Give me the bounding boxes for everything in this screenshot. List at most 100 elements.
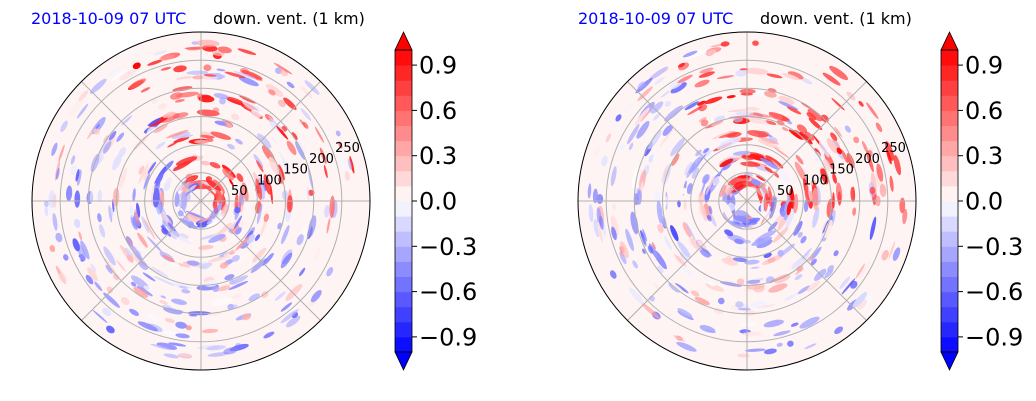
field-streak [141,216,150,234]
field-streak [314,126,325,144]
field-streak [751,236,773,246]
field-streak [295,141,306,160]
field-streak [242,313,252,321]
field-streak [252,247,267,263]
field-streak [852,291,868,309]
colorbar-swatch [395,261,412,277]
field-streak [194,139,209,144]
field-streak [248,293,260,302]
field-streak [280,252,293,269]
field-streak [676,341,697,352]
field-streak [611,226,617,241]
grid-spoke [627,81,748,202]
field-streak [179,218,198,229]
field-streak [784,294,795,301]
colorbar-left: 0.9 0.6 0.3 0.0 −0.3 −0.6 −0.9 [394,31,477,371]
field-streak [870,237,876,247]
field-streak [861,140,869,154]
field-streak [839,276,851,290]
field-streak [612,203,617,211]
field-streak [664,105,683,122]
field-streak [137,155,147,169]
field-streak [176,156,198,166]
field-streak [790,322,799,327]
field-streak [155,172,164,187]
polar-plot-left: 50 100 150 200 250 [31,31,371,371]
field-streak [147,117,161,127]
field-streak [213,93,229,100]
field-streak [214,120,227,126]
field-streak [858,100,864,107]
field-streak [712,177,720,185]
field-streak [120,245,134,264]
field-streak [178,285,189,289]
polar-plot-right: 50 100 150 200 250 [577,31,917,371]
field-streak [836,147,842,155]
colorbar-swatch [395,125,412,142]
panel-right: 2018-10-09 07 UTC down. vent. (1 km) 50 … [577,9,1023,371]
colorbar-swatch [395,201,412,217]
field-streak [198,244,214,250]
field-streak [282,158,290,176]
field-streak [200,160,210,166]
field-streak [262,180,267,192]
field-streak [795,268,804,275]
panel-right-title-time: 2018-10-09 07 UTC [578,9,733,28]
field-streak [691,167,700,179]
field-streak [176,76,193,80]
field-streak [640,110,650,122]
field-streak [599,215,604,230]
field-streak [108,205,113,223]
field-streak [159,54,175,61]
field-streak [699,67,714,74]
field-streak [822,72,841,86]
field-streak [700,119,709,127]
field-streak [254,234,261,242]
field-streak [158,103,167,110]
field-streak [869,186,876,195]
field-streak [223,347,238,355]
field-streak [654,191,661,201]
field-streak [672,335,686,342]
field-streak [202,45,218,52]
field-streak [647,129,662,150]
field-streak [173,136,190,143]
colorbar-extend-min [394,351,413,371]
field-streak [763,210,772,221]
field-streak [253,153,264,168]
field-streak [273,62,293,75]
field-streak [852,207,857,216]
field-streak [663,235,672,250]
field-streak [198,95,215,103]
field-streak [286,140,297,156]
field-streak [684,49,707,59]
field-streak [680,187,687,195]
field-streak [763,348,777,355]
field-streak [159,160,174,176]
colorbar-swatch [941,231,958,247]
field-streak [199,134,215,139]
radial-labels-left: 50 100 150 200 250 [231,141,360,199]
field-streak [744,67,769,75]
field-streak [234,207,241,214]
field-streak [174,235,192,244]
field-streak [274,291,286,301]
field-streak [634,107,650,126]
field-streak [181,181,190,191]
field-streak [662,124,673,136]
field-streak [239,95,256,104]
field-streak [723,217,744,230]
field-streak [185,173,193,180]
field-streak [229,179,234,186]
radial-tick-label: 50 [777,184,794,199]
field-streak [224,274,235,281]
field-streak [235,252,251,264]
field-streak [650,101,664,114]
field-streak [819,232,825,242]
field-streak [733,215,751,223]
field-streak [255,178,263,200]
field-streak [669,281,685,294]
field-streak [186,70,209,75]
field-streak [794,161,808,183]
field-streak [870,172,877,195]
